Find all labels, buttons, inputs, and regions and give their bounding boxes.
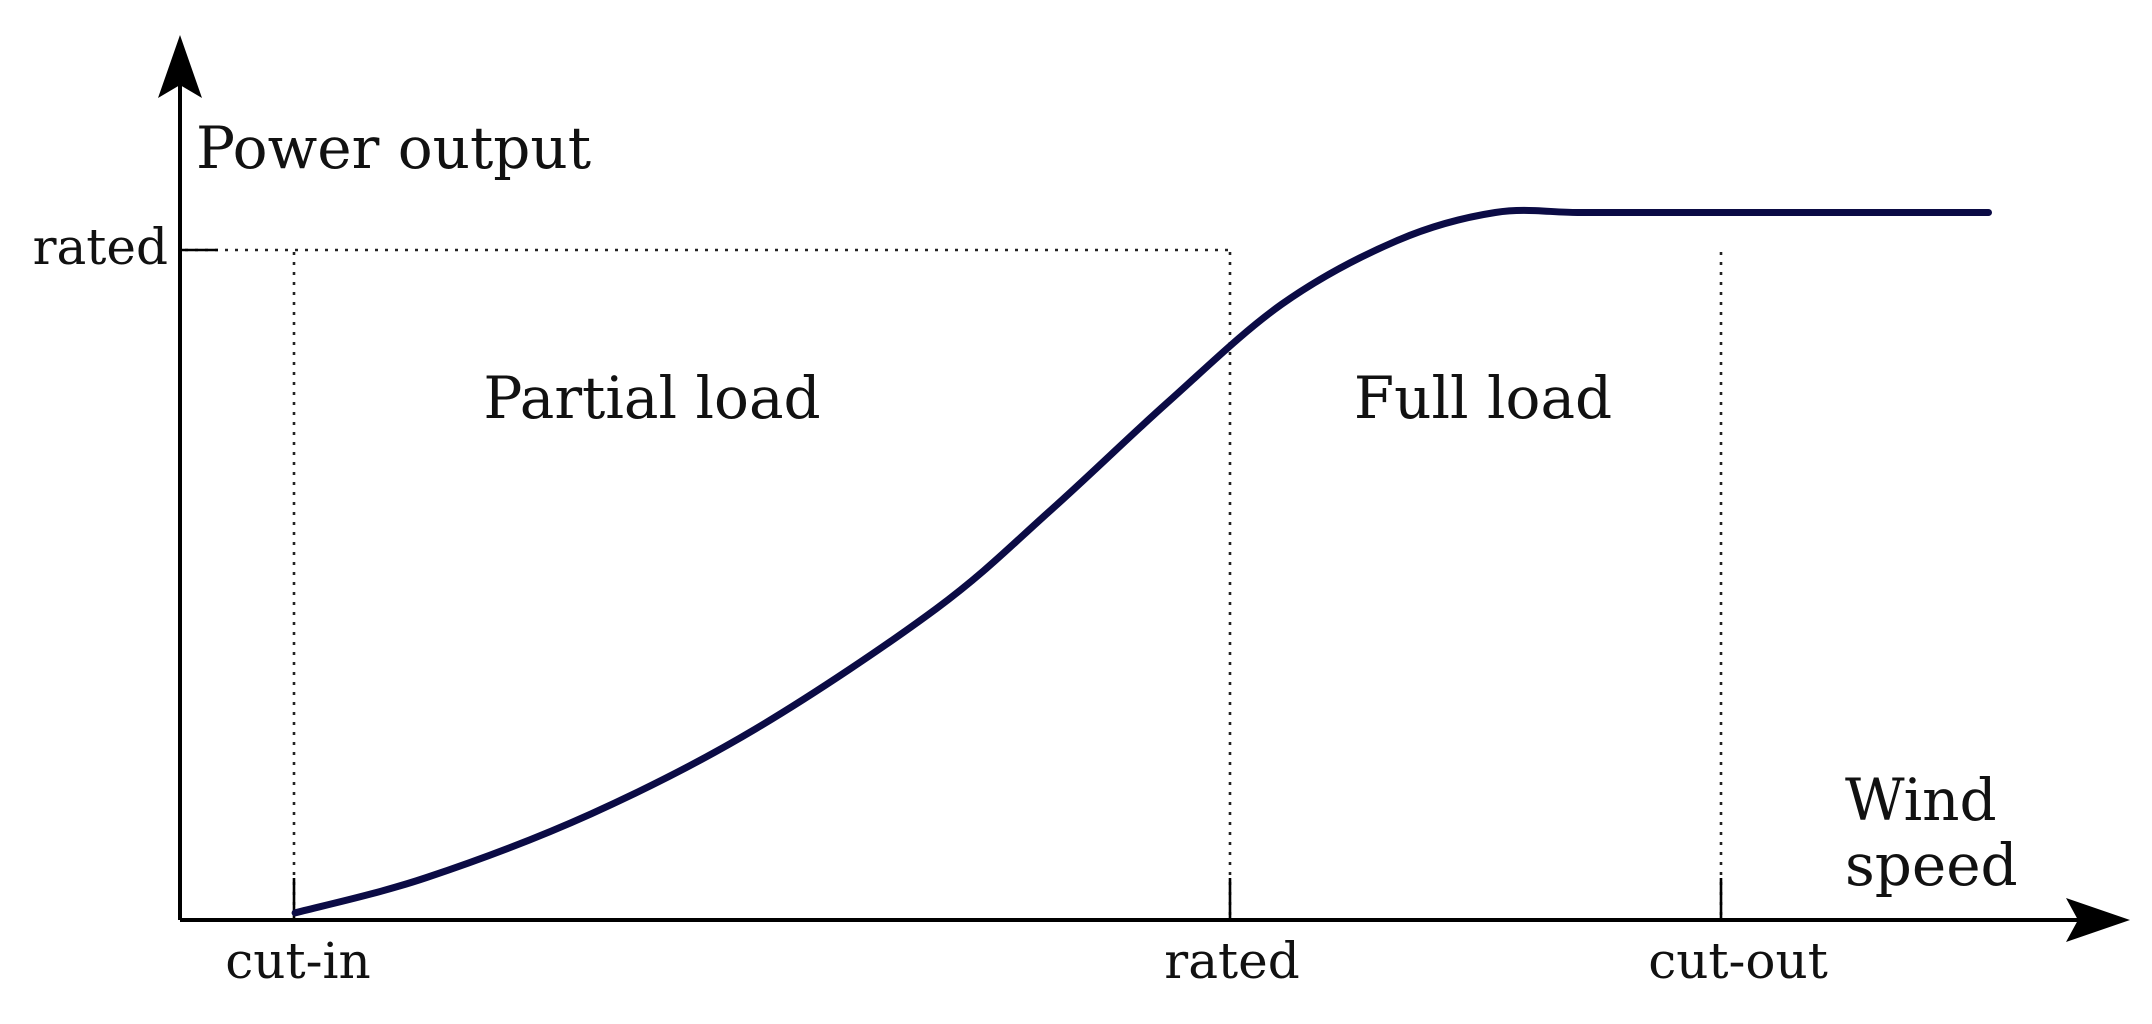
region-label-full-load: Full load [1354,364,1612,432]
x-axis-arrowhead [2066,898,2130,942]
x-tick-label-rated: rated [1164,932,1299,990]
x-tick-label-cut-in: cut-in [225,932,370,990]
y-axis-arrowhead [158,35,202,98]
x-axis-title-line-2: speed [1845,831,2018,899]
power-curve-line [291,206,1992,917]
reference-lines [185,248,1723,915]
y-tick-label-rated: rated [33,218,168,276]
axes [158,35,2130,942]
x-tick-label-cut-out: cut-out [1648,932,1828,990]
labels: Power output Wind speed rated cut-in rat… [33,114,2018,990]
y-axis-title: Power output [196,114,591,182]
region-label-partial-load: Partial load [483,364,820,432]
x-axis-title: Wind speed [1845,766,2018,899]
x-axis-title-line-1: Wind [1845,766,1997,834]
